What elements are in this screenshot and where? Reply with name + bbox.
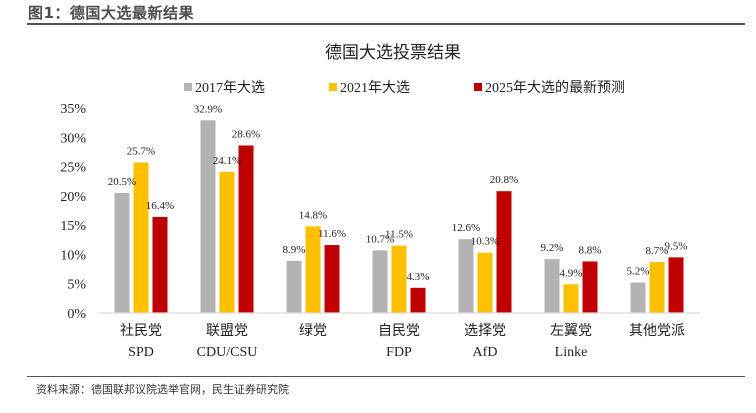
y-tick-label: 35%: [60, 102, 86, 117]
data-label: 11.6%: [318, 228, 346, 240]
figure-title: 图1：德国大选最新结果: [28, 4, 194, 22]
data-label: 20.8%: [490, 174, 518, 186]
bar: [544, 259, 560, 313]
x-axis: 社民党 SPD 联盟党 CDU/CSU 绿党 自民党 FDP 选择党 AfD 左翼党 Linke 其他…: [120, 323, 685, 360]
x-tick-label: 选择党: [464, 323, 506, 339]
x-tick-sublabel: CDU/CSU: [197, 345, 258, 360]
data-label: 5.2%: [627, 266, 650, 278]
data-label: 20.5%: [108, 176, 136, 188]
y-axis: 0% 5% 10% 15% 20% 25% 30% 35%: [60, 102, 86, 322]
bars: [114, 120, 684, 313]
legend-label: 2017年大选: [195, 80, 265, 96]
x-tick-sublabel: Linke: [555, 345, 588, 360]
bar: [286, 260, 302, 313]
y-tick-label: 25%: [60, 161, 86, 176]
chart-title: 德国大选投票结果: [325, 43, 461, 62]
source-note: 资料来源：德国联邦议院选举官网，民生证券研究院: [36, 383, 289, 396]
legend-swatch: [329, 83, 337, 91]
x-tick-label: 社民党: [120, 323, 162, 339]
data-label: 4.9%: [560, 267, 583, 279]
y-tick-label: 30%: [60, 131, 86, 146]
x-tick-label: 联盟党: [206, 323, 248, 339]
legend-label: 2025年大选的最新预测: [485, 80, 625, 96]
data-label: 8.8%: [579, 244, 602, 256]
data-label: 25.7%: [127, 145, 155, 157]
x-tick-label: 绿党: [299, 323, 327, 339]
bottom-divider: [27, 376, 745, 377]
bar: [238, 145, 254, 313]
data-label: 4.3%: [407, 271, 430, 283]
bar: [200, 120, 216, 313]
legend: 2017年大选 2021年大选 2025年大选的最新预测: [184, 80, 625, 96]
data-label: 12.6%: [452, 222, 480, 234]
bar: [324, 245, 340, 313]
data-label: 9.5%: [665, 240, 688, 252]
data-label: 32.9%: [194, 103, 222, 115]
bar: [219, 171, 235, 313]
data-label: 28.6%: [232, 128, 260, 140]
bar: [668, 257, 684, 313]
x-tick-label: 其他党派: [629, 323, 685, 339]
bar: [458, 239, 474, 313]
legend-swatch: [184, 83, 192, 91]
bar: [391, 245, 407, 313]
data-labels: 20.5% 25.7% 16.4% 32.9% 24.1% 28.6% 8.9% 14.8% 1…: [108, 103, 688, 283]
legend-label: 2021年大选: [340, 80, 410, 96]
top-divider: [27, 23, 745, 25]
data-label: 24.1%: [213, 155, 241, 167]
x-tick-sublabel: FDP: [386, 345, 412, 360]
bar: [630, 282, 646, 313]
bar: [114, 192, 130, 313]
data-label: 14.8%: [299, 209, 327, 221]
x-tick-label: 自民党: [378, 323, 420, 339]
bar: [582, 261, 598, 313]
bar: [477, 252, 493, 313]
bar: [305, 226, 321, 313]
data-label: 10.7%: [366, 233, 394, 245]
data-label: 8.7%: [646, 245, 669, 257]
bar: [410, 287, 426, 313]
bar: [496, 191, 512, 313]
y-tick-label: 5%: [67, 278, 86, 293]
x-tick-sublabel: SPD: [128, 345, 154, 360]
bar: [563, 284, 579, 313]
data-label: 16.4%: [146, 200, 174, 212]
data-label: 9.2%: [541, 242, 564, 254]
x-tick-sublabel: AfD: [473, 345, 498, 360]
y-tick-label: 10%: [60, 248, 86, 263]
bar: [649, 262, 665, 313]
bar: [372, 250, 388, 313]
y-tick-label: 0%: [67, 307, 86, 322]
bar: [133, 162, 149, 313]
y-tick-label: 20%: [60, 190, 86, 205]
data-label: 10.3%: [471, 236, 499, 248]
data-label: 11.5%: [385, 229, 413, 241]
x-tick-label: 左翼党: [550, 323, 592, 339]
data-label: 8.9%: [283, 244, 306, 256]
y-tick-label: 15%: [60, 219, 86, 234]
legend-swatch: [474, 83, 482, 91]
bar: [152, 216, 168, 313]
